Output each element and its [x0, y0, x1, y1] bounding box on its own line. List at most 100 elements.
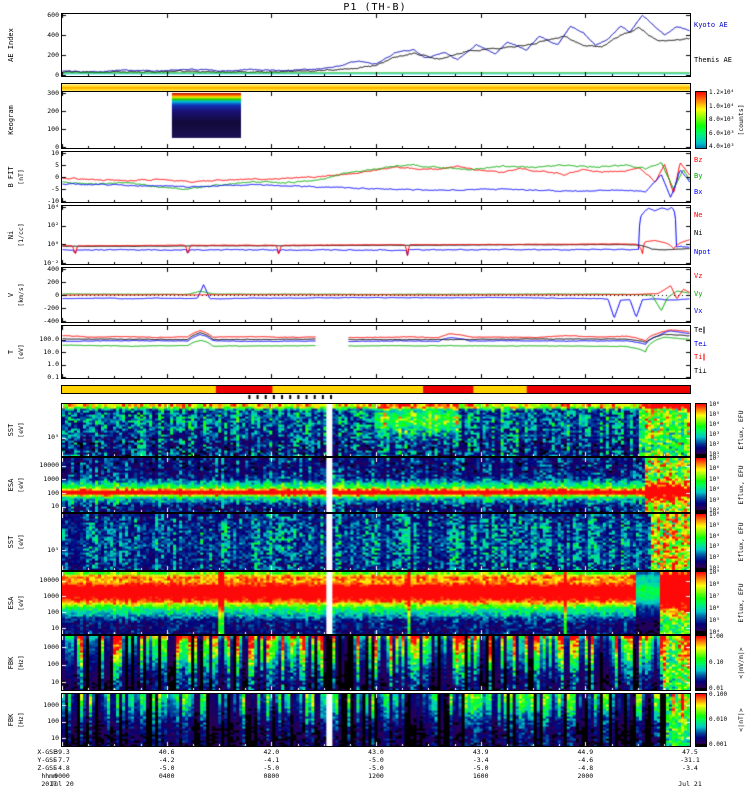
colorbar [695, 91, 707, 149]
series-label: Kyoto AE [694, 21, 728, 30]
series-label: Ni [694, 229, 703, 238]
y-tick-label: 10⁵ [47, 545, 59, 554]
panel-ylabel-unit: [nT] [17, 169, 25, 185]
page-title: P1 (TH-B) [343, 2, 407, 13]
colorbar [695, 457, 707, 513]
fbk_e-panel [61, 635, 691, 691]
axis-value: -4.2 [158, 756, 175, 764]
y-tick-label: 100.0 [39, 335, 59, 343]
axis-value: 43.9 [472, 748, 489, 756]
colorbar-unit-label: Eflux, EFU [737, 410, 745, 450]
esa_e-canvas [62, 572, 690, 634]
bfit-panel [61, 151, 691, 203]
colorbar-tick-label: 8.0×10³ [709, 116, 735, 123]
y-tick-label: 100 [47, 607, 59, 616]
axis-value: -4.8 [54, 764, 70, 772]
colorbar-tick-label: 10⁵ [709, 475, 720, 483]
bar-panel [61, 385, 691, 394]
axis-value: -5.0 [368, 756, 384, 764]
axis-value: 39.3 [54, 748, 70, 756]
panel-ylabel: ESA [7, 596, 15, 610]
colorbar-tick-label: 10³ [709, 496, 720, 504]
y-tick-label: 10⁻² [43, 258, 59, 267]
axis-value: 40.6 [158, 748, 175, 756]
colorbar-tick-label: 0.100 [709, 691, 728, 698]
colorbar-tick-label: 10⁶ [709, 465, 720, 473]
colorbar-tick-label: 4.0×10³ [709, 143, 735, 150]
colorbar-unit-label: Eflux, EFU [737, 583, 745, 623]
y-tick-label: 0.1 [47, 372, 59, 381]
y-tick-label: -400 [43, 316, 59, 325]
y-tick-label: 200 [47, 50, 59, 59]
panel-ylabel: SST [7, 423, 15, 437]
t-canvas [62, 326, 690, 378]
axis-value: -7.7 [54, 756, 70, 764]
sst_e-canvas [62, 514, 690, 570]
axis-row-label: Y-GSE [37, 756, 57, 764]
series-label: Themis AE [694, 56, 732, 65]
axis-value: -4.6 [577, 756, 594, 764]
series-label: By [694, 172, 703, 180]
y-tick-label: 10⁴ [47, 202, 59, 211]
axis-value: -3.4 [682, 764, 698, 772]
axis-value: -5.0 [472, 764, 489, 772]
series-label: Bz [694, 156, 703, 164]
colorbar-tick-label: 0.10 [709, 659, 724, 666]
bfit-canvas [62, 152, 690, 202]
series-label: Ti∥ [694, 353, 706, 362]
panel-ylabel-unit: [eV] [17, 422, 25, 438]
axis-value: 1200 [368, 772, 384, 780]
axis-value: -5.0 [263, 764, 280, 772]
axis-value: 47.5 [682, 748, 698, 756]
colorbar-tick-label: 10⁵ [709, 411, 720, 418]
y-tick-label: 1.0 [47, 360, 59, 368]
fbk_e-canvas [62, 636, 690, 690]
series-label: Ti⊥ [694, 366, 707, 375]
y-tick-label: -10 [47, 196, 59, 205]
panel-ylabel: FBK [7, 656, 15, 670]
sst_e-panel [61, 513, 691, 571]
y-tick-label: 400 [47, 264, 59, 273]
panel-ylabel: ESA [7, 478, 15, 492]
colorbar [695, 635, 707, 691]
colorbar-tick-label: 10⁴ [709, 629, 720, 636]
y-tick-label: 10 [51, 623, 59, 632]
axis-value: 0800 [263, 772, 280, 780]
colorbar-tick-label: 10⁶ [709, 511, 720, 518]
axis-value: 2000 [577, 772, 594, 780]
colorbar [695, 403, 707, 457]
y-tick-label: 0 [55, 172, 59, 181]
y-tick-label: 10 [51, 733, 59, 742]
bar-canvas [62, 386, 690, 393]
panel-ylabel-unit: [eV] [17, 344, 25, 360]
y-tick-label: 1000 [43, 700, 59, 709]
marks-canvas [61, 394, 689, 400]
colorbar [695, 513, 707, 571]
ae-canvas [62, 14, 690, 76]
colorbar-tick-label: 10⁵ [709, 617, 720, 624]
v-canvas [62, 268, 690, 322]
series-label: Npot [694, 247, 711, 256]
y-tick-label: 1000 [43, 474, 59, 483]
colorbar-unit-label: <|mV/m|> [737, 647, 745, 679]
y-tick-label: 1000 [43, 642, 59, 651]
axis-value: Jul 21 [678, 780, 702, 788]
keogram-panel [61, 91, 691, 149]
y-tick-label: 100 [47, 124, 59, 133]
colorbar-tick-label: 10⁵ [709, 521, 720, 529]
y-tick-label: 0 [55, 290, 59, 299]
colorbar [695, 693, 707, 747]
panel-ylabel-unit: [eV] [17, 534, 25, 550]
colorbar-tick-label: 10³ [709, 431, 720, 438]
panel-ylabel-unit: [eV] [17, 477, 25, 493]
colorbar-tick-label: 1.0×10⁴ [709, 102, 735, 110]
panel-ylabel: SST [7, 535, 15, 549]
sst_i-panel [61, 403, 691, 457]
axis-value: 43.0 [368, 748, 384, 756]
colorbar-tick-label: 10² [709, 554, 720, 562]
colorbar-unit-label: Eflux, EFU [737, 465, 745, 505]
axis-value: 44.9 [577, 748, 594, 756]
y-tick-label: 5 [55, 160, 59, 169]
colorbar-tick-label: 10⁷ [709, 593, 720, 600]
